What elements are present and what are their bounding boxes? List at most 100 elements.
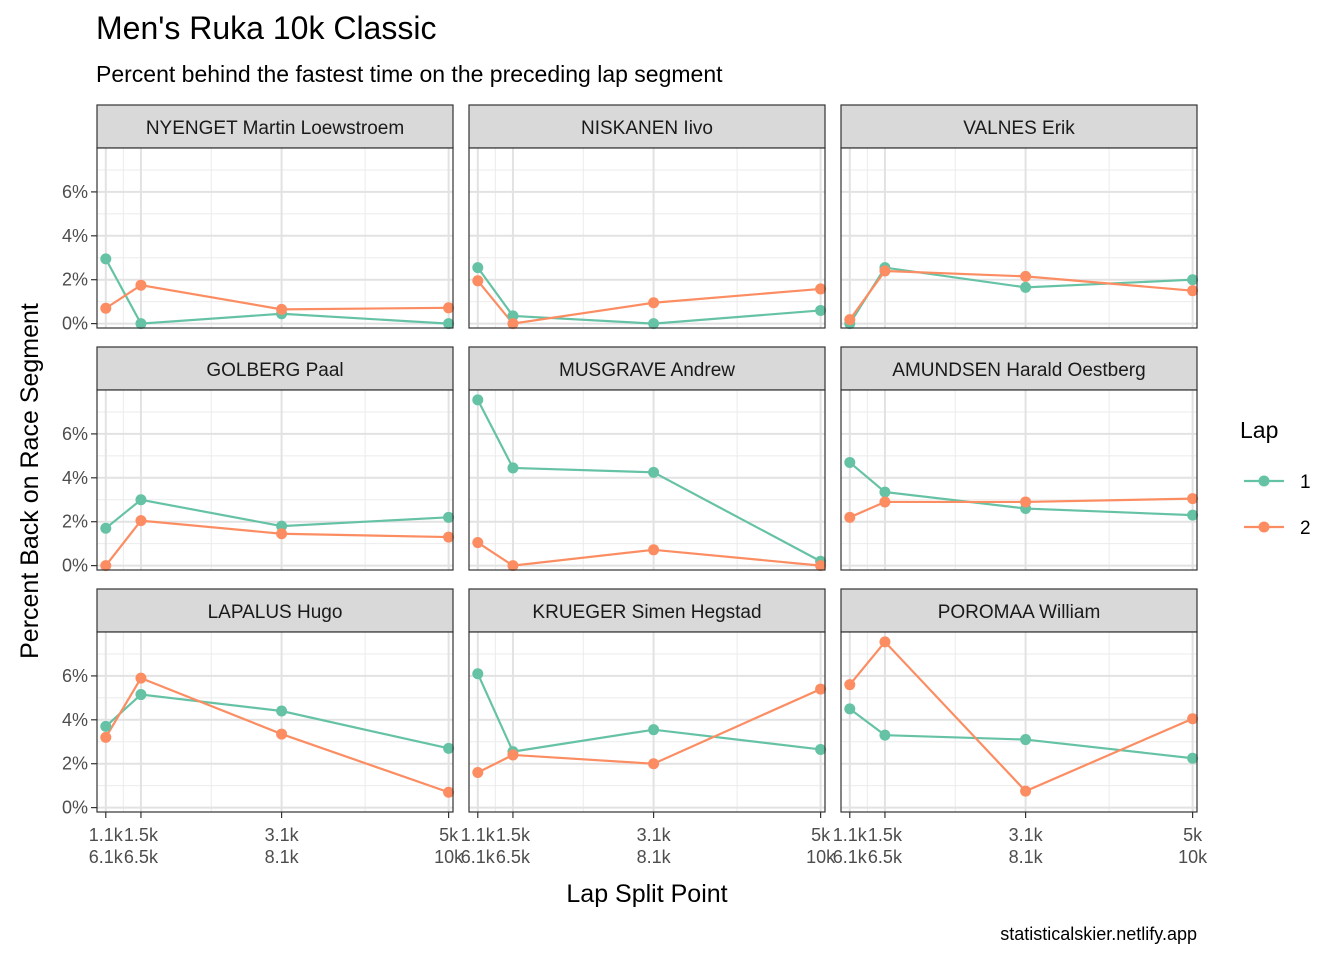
y-tick-label: 4% <box>62 710 88 730</box>
x-tick-label: 5k <box>1183 825 1203 845</box>
data-point-lap-2 <box>648 544 660 556</box>
data-point-lap-2 <box>443 531 455 543</box>
x-tick-label: 10k <box>434 847 464 867</box>
data-point-lap-1 <box>648 724 660 736</box>
data-point-lap-1 <box>100 522 112 534</box>
y-tick-label: 0% <box>62 798 88 818</box>
x-tick-label: 6.1k <box>89 847 124 867</box>
facet-strip <box>96 346 454 391</box>
data-point-lap-1 <box>648 466 660 478</box>
panel-background <box>841 148 1197 328</box>
data-point-lap-2 <box>844 679 856 691</box>
data-point-lap-1 <box>815 743 827 755</box>
facet-strip <box>840 588 1198 633</box>
x-tick-label: 3.1k <box>265 825 300 845</box>
panel-border <box>96 631 454 813</box>
y-tick-label: 2% <box>62 754 88 774</box>
data-point-lap-2 <box>815 683 827 695</box>
panel-background <box>97 632 453 812</box>
legend-key-point <box>1258 521 1270 533</box>
facet-panel: MUSGRAVE Andrew <box>468 346 827 572</box>
facet-label: NISKANEN Iivo <box>581 118 713 139</box>
series-line-lap-2 <box>105 284 449 311</box>
facet-strip <box>468 588 826 633</box>
chart-subtitle: Percent behind the fastest time on the p… <box>96 61 723 87</box>
facet-label: GOLBERG Paal <box>206 360 343 381</box>
y-tick-label: 2% <box>62 512 88 532</box>
y-tick-label: 4% <box>62 468 88 488</box>
facet-label: LAPALUS Hugo <box>208 602 343 623</box>
data-point-lap-1 <box>879 486 891 498</box>
data-point-lap-2 <box>1187 713 1199 725</box>
x-tick-label: 6.1k <box>833 847 868 867</box>
x-tick-label: 10k <box>806 847 836 867</box>
data-point-lap-1 <box>1187 752 1199 764</box>
series-line-lap-1 <box>105 693 449 750</box>
y-tick-label: 6% <box>62 424 88 444</box>
facet-label: NYENGET Martin Loewstroem <box>146 118 404 139</box>
series-line-lap-1 <box>104 258 449 325</box>
x-tick-label: 10k <box>1178 847 1208 867</box>
data-point-lap-1 <box>844 703 856 715</box>
data-point-lap-1 <box>276 520 288 532</box>
x-tick-label: 8.1k <box>637 847 672 867</box>
panel-background <box>841 390 1197 570</box>
series-line-lap-2 <box>848 640 1194 793</box>
legend: Lap 1 2 <box>1240 417 1311 539</box>
panel-background <box>469 148 825 328</box>
data-point-lap-2 <box>1020 496 1032 508</box>
data-point-lap-2 <box>100 731 112 743</box>
data-point-lap-1 <box>100 720 112 732</box>
x-tick-label: 6.1k <box>461 847 496 867</box>
series-line-lap-1 <box>849 461 1193 517</box>
data-point-lap-1 <box>472 394 484 406</box>
legend-item: 1 <box>1244 472 1311 493</box>
data-point-lap-2 <box>443 786 455 798</box>
data-point-lap-2 <box>276 728 288 740</box>
y-tick-label: 2% <box>62 270 88 290</box>
data-point-lap-1 <box>879 729 891 741</box>
x-axis-title: Lap Split Point <box>566 880 727 908</box>
panel-border <box>96 147 454 329</box>
facet-strip <box>840 104 1198 149</box>
facet-label: AMUNDSEN Harald Oestberg <box>892 360 1145 381</box>
facet-panel: POROMAA William <box>840 588 1199 813</box>
panel-border <box>840 631 1198 813</box>
chart-title: Men's Ruka 10k Classic <box>96 10 436 46</box>
panel-border <box>468 631 826 813</box>
facet-label: MUSGRAVE Andrew <box>559 360 735 381</box>
series-line-lap-2 <box>104 519 449 567</box>
series-line-lap-2 <box>104 676 449 794</box>
x-tick-label: 6.5k <box>496 847 531 867</box>
x-tick-label: 1.5k <box>496 825 531 845</box>
facet-panel: LAPALUS Hugo 0% 2% 4% 6% <box>62 588 455 818</box>
panel-background <box>469 390 825 570</box>
panel-border <box>468 147 826 329</box>
data-point-lap-2 <box>844 511 856 523</box>
x-tick-label: 1.1k <box>89 825 124 845</box>
panel-background <box>97 390 453 570</box>
data-point-lap-2 <box>507 749 519 761</box>
data-point-lap-1 <box>135 494 147 506</box>
data-point-lap-1 <box>844 456 856 468</box>
data-point-lap-1 <box>1020 281 1032 293</box>
x-tick-label: 6.5k <box>124 847 159 867</box>
data-point-lap-2 <box>1020 270 1032 282</box>
facet-strip <box>840 346 1198 391</box>
y-tick-label: 0% <box>62 314 88 334</box>
data-point-lap-2 <box>1187 285 1199 297</box>
x-tick-label: 1.1k <box>833 825 868 845</box>
series-line-lap-1 <box>476 266 821 325</box>
data-point-lap-1 <box>472 262 484 274</box>
data-point-lap-1 <box>443 742 455 754</box>
facet-label: VALNES Erik <box>963 118 1075 139</box>
data-point-lap-2 <box>879 265 891 277</box>
data-point-lap-2 <box>844 314 856 326</box>
facet-strip <box>468 346 826 391</box>
data-point-lap-2 <box>815 283 827 295</box>
data-point-lap-2 <box>648 758 660 770</box>
data-point-lap-2 <box>100 302 112 314</box>
data-point-lap-1 <box>100 253 112 265</box>
data-point-lap-1 <box>472 668 484 680</box>
